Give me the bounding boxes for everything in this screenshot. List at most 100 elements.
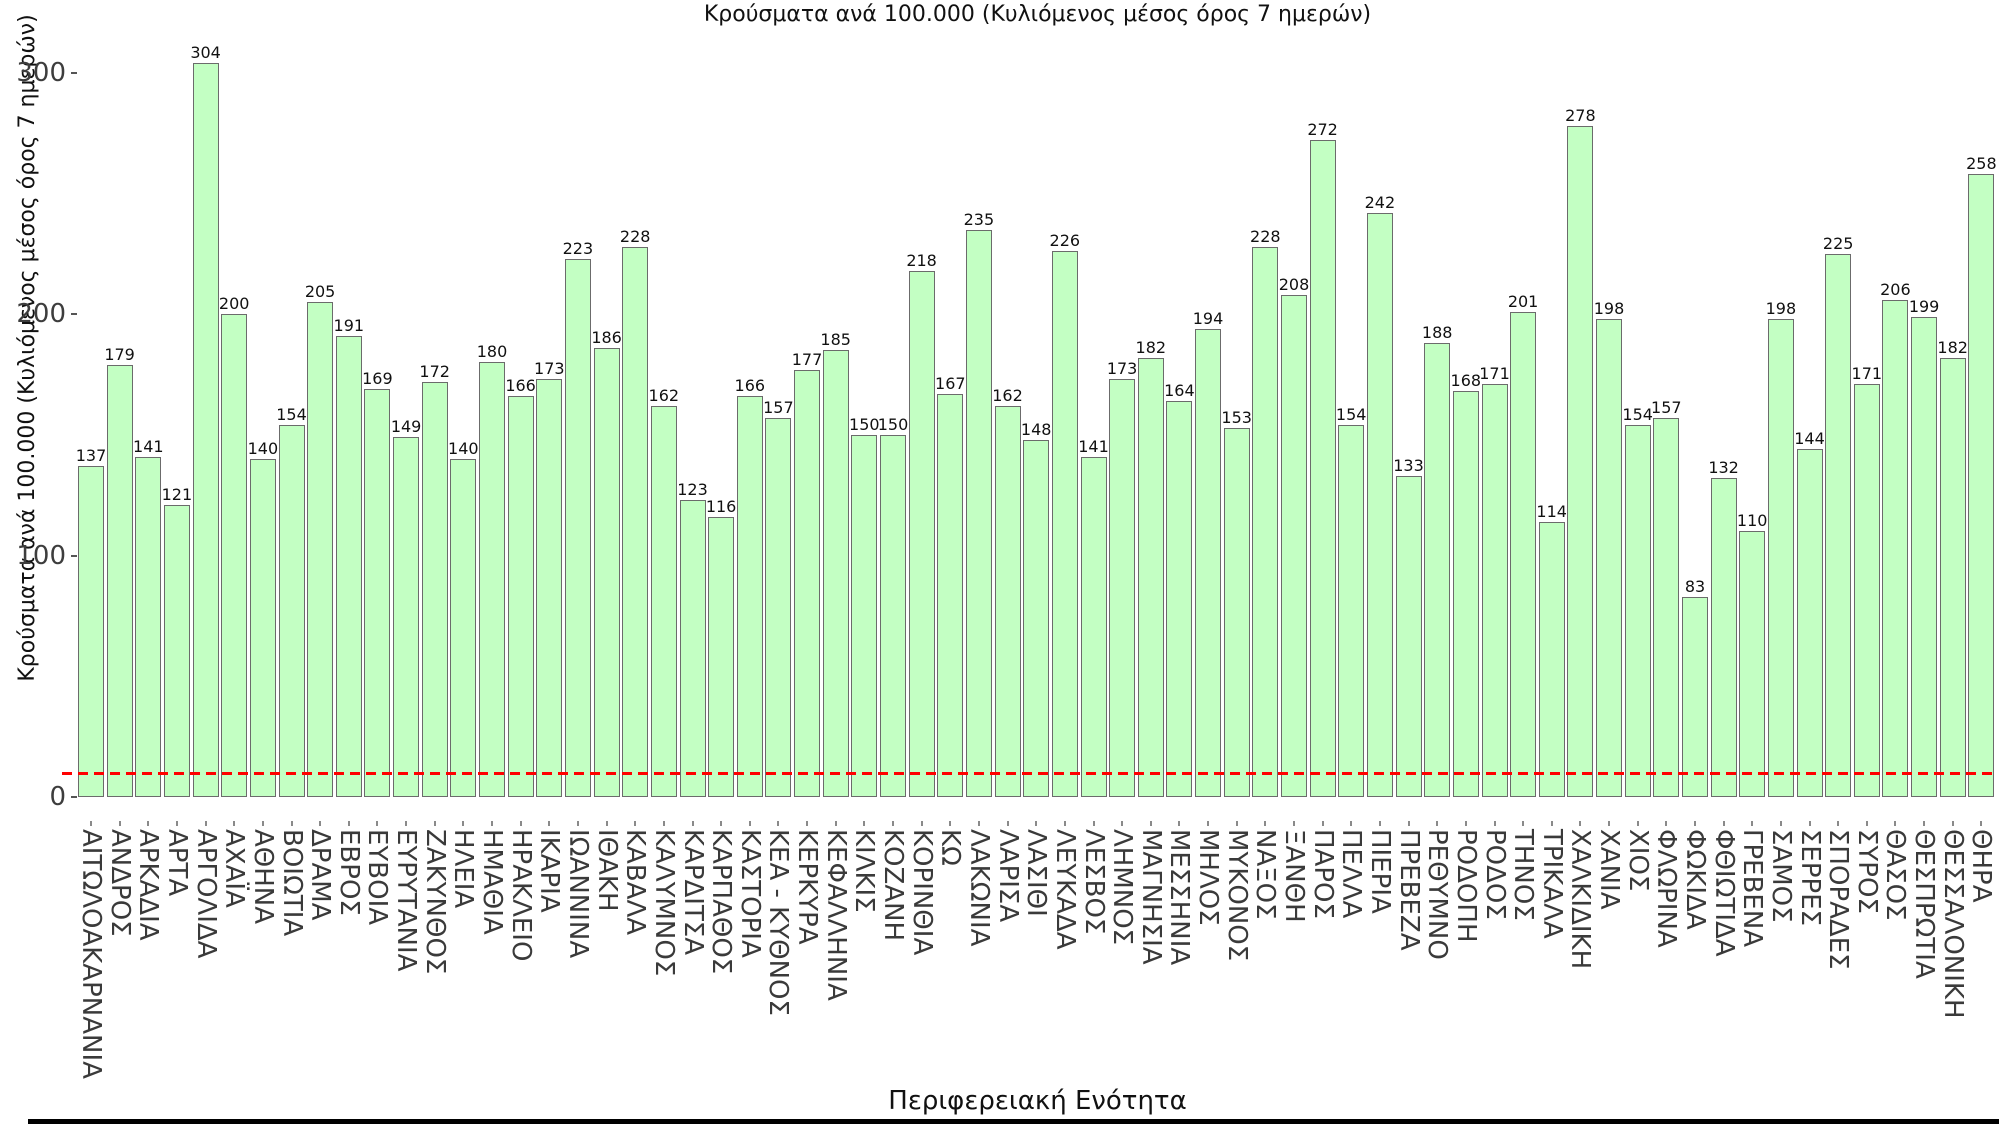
bar <box>221 314 248 797</box>
bar <box>1825 254 1852 797</box>
bar-value-label: 153 <box>1221 408 1252 427</box>
x-tick-mark <box>1779 821 1782 826</box>
x-tick-label: ΑΡΓΟΛΙΔΑ <box>190 829 221 959</box>
bar-value-label: 141 <box>133 437 164 456</box>
bar-value-label: 162 <box>648 386 680 405</box>
x-tick-mark <box>1808 821 1811 826</box>
x-tick-label: ΚΑΡΔΙΤΣΑ <box>677 829 708 956</box>
bar <box>851 435 878 797</box>
x-tick-label: ΚΟΖΑΝΗ <box>878 829 908 942</box>
x-tick-label: ΑΘΗΝΑ <box>247 829 278 925</box>
x-tick-label: ΣΕΡΡΕΣ <box>1794 829 1825 927</box>
x-tick-mark <box>433 821 436 826</box>
x-tick-label: ΗΡΑΚΛΕΙΟ <box>505 829 536 962</box>
bar <box>1309 140 1336 797</box>
x-tick-label: ΗΛΕΙΑ <box>448 829 479 909</box>
bar <box>880 435 906 797</box>
bar-value-label: 182 <box>1135 338 1167 357</box>
bar <box>393 437 420 797</box>
x-tick-mark <box>1493 821 1496 826</box>
bar-value-label: 194 <box>1192 309 1224 328</box>
bar <box>679 500 706 797</box>
bar <box>1853 384 1880 797</box>
bar <box>1739 531 1766 797</box>
x-tick-mark <box>347 821 350 826</box>
bar-value-label: 110 <box>1736 511 1768 530</box>
y-tick-mark <box>71 796 77 798</box>
bar-value-label: 164 <box>1164 381 1195 400</box>
x-tick-label: ΜΑΓΝΗΣΙΑ <box>1135 829 1166 965</box>
x-tick-mark <box>519 821 522 826</box>
bar-value-label: 132 <box>1708 458 1739 477</box>
bar-value-label: 201 <box>1507 292 1539 311</box>
x-tick-label: ΙΘΑΚΗ <box>591 829 622 912</box>
x-tick-label: ΚΕΦΑΛΛΗΝΙΑ <box>820 829 851 1001</box>
bar-value-label: 179 <box>104 345 135 364</box>
x-tick-label: ΡΕΘΥΜΝΟ <box>1422 829 1453 960</box>
x-tick-label: ΜΕΣΣΗΝΙΑ <box>1164 829 1195 966</box>
bar-value-label: 186 <box>591 328 622 347</box>
bar <box>1338 425 1365 797</box>
bar-value-label: 150 <box>877 415 909 434</box>
chart-title: Κρούσματα ανά 100.000 (Κυλιόμενος μέσος … <box>703 2 1372 27</box>
bar <box>994 406 1021 797</box>
x-tick-label: ΤΡΙΚΑΛΑ <box>1536 829 1567 939</box>
bar-value-label: 223 <box>562 239 594 258</box>
x-tick-label: ΕΥΡΥΤΑΝΙΑ <box>391 829 422 972</box>
x-tick-mark <box>1350 821 1353 826</box>
x-tick-mark <box>1894 821 1897 826</box>
bar-value-label: 171 <box>1479 364 1510 383</box>
bar <box>650 406 677 797</box>
x-tick-mark <box>777 821 780 826</box>
x-tick-mark <box>605 821 608 826</box>
bar-value-label: 148 <box>1020 420 1052 439</box>
bar-value-label: 114 <box>1536 502 1567 521</box>
x-tick-mark <box>1149 821 1152 826</box>
bar-value-label: 191 <box>333 316 365 335</box>
x-tick-mark <box>920 821 923 826</box>
x-tick-label: ΦΘΙΩΤΙΔΑ <box>1708 829 1739 957</box>
bar <box>965 230 992 797</box>
x-tick-label: ΧΙΟΣ <box>1622 829 1653 892</box>
bar-value-label: 272 <box>1307 120 1338 139</box>
bar-value-label: 225 <box>1822 234 1854 253</box>
x-tick-mark <box>1264 821 1267 826</box>
y-tick-label: 0 <box>49 782 66 812</box>
bar <box>1538 522 1565 797</box>
y-tick-mark <box>71 71 77 74</box>
x-tick-label: ΚΑΡΠΑΘΟΣ <box>706 829 737 975</box>
x-tick-mark <box>1407 821 1410 826</box>
x-tick-mark <box>175 821 178 826</box>
bar <box>364 389 391 797</box>
x-tick-label: ΛΗΜΝΟΣ <box>1107 829 1138 946</box>
x-tick-mark <box>1951 821 1954 826</box>
x-tick-mark <box>233 821 236 826</box>
x-tick-label: ΠΙΕΡΙΑ <box>1364 829 1395 914</box>
bar-value-label: 171 <box>1851 364 1883 383</box>
bar-value-label: 242 <box>1364 193 1396 212</box>
bar-value-label: 162 <box>992 386 1023 405</box>
x-tick-mark <box>462 821 465 826</box>
bar-value-label: 140 <box>448 439 479 458</box>
x-tick-label: ΦΩΚΙΔΑ <box>1680 829 1710 930</box>
x-tick-label: ΣΑΜΟΣ <box>1765 829 1796 923</box>
x-tick-mark <box>1207 821 1209 826</box>
bar-value-label: 166 <box>505 376 536 395</box>
bar <box>1710 478 1737 797</box>
bar-value-label: 141 <box>1078 437 1109 456</box>
bar <box>1281 295 1307 797</box>
x-tick-label: ΚΩ <box>935 829 966 866</box>
x-tick-mark <box>834 821 837 826</box>
x-tick-mark <box>376 821 379 826</box>
x-tick-mark <box>1665 821 1668 826</box>
bar <box>335 336 362 797</box>
x-tick-mark <box>147 821 150 826</box>
bar-value-label: 154 <box>1622 405 1653 424</box>
bar <box>736 396 763 797</box>
x-tick-label: ΤΗΝΟΣ <box>1508 829 1539 921</box>
bar <box>1023 440 1050 797</box>
x-tick-label: ΛΕΣΒΟΣ <box>1078 829 1109 935</box>
x-tick-mark <box>1378 821 1381 826</box>
y-tick-mark <box>71 313 77 316</box>
bar-value-label: 198 <box>1593 299 1625 318</box>
